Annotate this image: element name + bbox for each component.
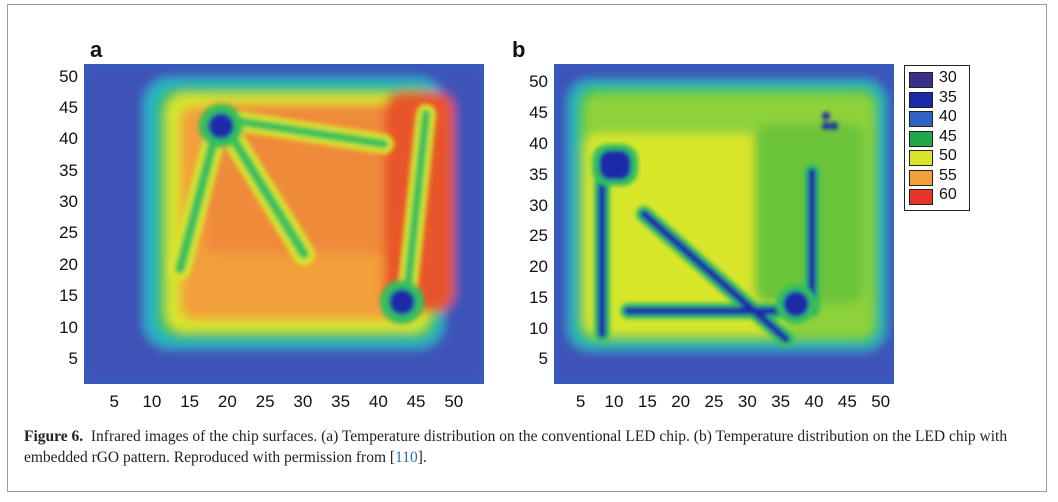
panel-a-x-tick: 45 (406, 392, 426, 411)
panel-b-label: b (512, 37, 526, 62)
panel-b-x-tick: 40 (804, 392, 824, 411)
panel-a-y-tick: 10 (59, 317, 78, 337)
panel-b-x-tick: 10 (604, 392, 624, 411)
panel-a-x-tick: 25 (255, 392, 275, 411)
legend-label: 40 (939, 108, 957, 125)
caption-text: Infrared images of the chip surfaces. (a… (24, 428, 1008, 466)
panel-b-heatmap (554, 64, 894, 384)
panel-a-heatmap (84, 64, 484, 384)
legend-label: 30 (939, 69, 957, 86)
legend-label: 35 (939, 88, 957, 106)
panel-a-y-tick: 5 (68, 348, 78, 368)
temperature-legend: 30 35 40 45 50 55 60 (904, 65, 970, 211)
panel-b-x-tick: 45 (837, 392, 857, 411)
panel-a-y-tick: 25 (59, 223, 78, 243)
panel-a-y-tick: 45 (59, 97, 78, 117)
panel-a-x-tick: 20 (217, 392, 237, 411)
legend-swatch (909, 169, 933, 186)
panel-a-y-tick: 15 (59, 286, 78, 306)
legend-swatch (909, 150, 933, 166)
panel-b-x-tick: 50 (871, 392, 891, 411)
panel-a-x-tick: 30 (293, 392, 313, 411)
legend-swatch (909, 91, 933, 108)
panel-b-y-tick: 20 (529, 257, 548, 277)
legend-swatch (909, 72, 933, 88)
panel-b-y-tick: 35 (529, 164, 548, 184)
panel-b-x-tick: 5 (575, 392, 586, 411)
panel-a-x-tick: 40 (368, 392, 388, 411)
panel-b-y-tick: 25 (529, 226, 548, 246)
panel-a-x-tick: 50 (444, 392, 464, 411)
panel-a-x-tick: 10 (142, 392, 162, 411)
panel-b-y-tick: 30 (529, 195, 548, 215)
panel-b-y-tick: 45 (529, 103, 548, 123)
panel-b-x-tick: 20 (671, 392, 691, 411)
panel-a-y-tick: 30 (59, 192, 78, 212)
panel-b-y-tick: 5 (538, 349, 548, 369)
panel-b-y-tick: 10 (529, 318, 548, 338)
legend-swatch (909, 189, 933, 205)
legend-label: 50 (939, 147, 957, 164)
legend-swatch (909, 130, 933, 147)
legend-swatch (909, 111, 933, 127)
legend-label: 45 (939, 127, 957, 145)
panel-b-y-tick: 40 (529, 134, 548, 153)
caption-reference-link[interactable]: 110 (395, 449, 418, 466)
panel-a-label: a (90, 37, 103, 62)
panel-b-x-tick: 30 (737, 392, 757, 411)
panel-a-y-tick: 20 (59, 254, 78, 274)
panel-a-y-tick: 40 (59, 129, 78, 149)
figure-number: Figure 6. (24, 428, 84, 445)
legend-label: 60 (939, 186, 957, 203)
panel-b-x-tick: 15 (637, 392, 657, 411)
panel-a-y-tick: 35 (59, 160, 78, 180)
panel-a-x-tick: 15 (180, 392, 200, 411)
panel-a-x-tick: 35 (331, 392, 351, 411)
panel-b-y-tick: 50 (529, 72, 548, 92)
panel-a-y-tick: 50 (59, 66, 78, 86)
caption-end: ]. (417, 449, 427, 466)
panel-b-y-tick: 15 (529, 287, 548, 307)
legend-label: 55 (939, 166, 957, 184)
figure-caption: Figure 6. Infrared images of the chip su… (24, 426, 1024, 468)
panel-a-x-tick: 5 (109, 392, 119, 411)
panel-b-x-tick: 35 (771, 392, 791, 411)
panel-b-x-tick: 25 (704, 392, 724, 411)
